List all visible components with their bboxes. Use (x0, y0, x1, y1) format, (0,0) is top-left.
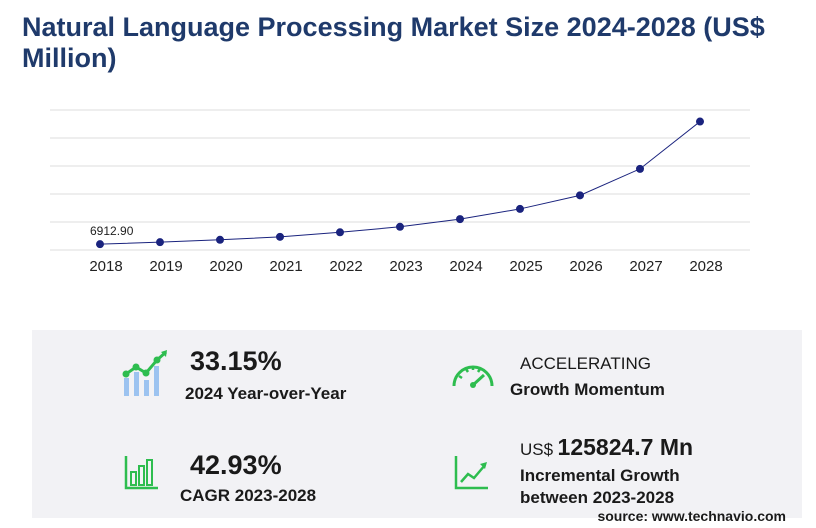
data-labels: 6912.90 (90, 224, 134, 238)
x-tick-label: 2028 (689, 258, 722, 275)
source-label: source: www.technavio.com (597, 508, 786, 524)
x-tick-label: 2026 (569, 258, 602, 275)
increment-value: 125824.7 Mn (557, 434, 694, 460)
stats-panel: 33.15% 2024 Year-over-Year ACCELERATING … (32, 330, 802, 518)
bar-chart-icon (124, 456, 158, 490)
data-point (156, 238, 164, 247)
yoy-value: 33.15% (190, 346, 282, 376)
cagr-label: CAGR 2023-2028 (180, 486, 317, 505)
x-axis-ticks: 2018 2019 2020 2021 2022 2023 2024 2025 2026 2027… (89, 258, 722, 275)
data-point (456, 215, 464, 224)
bar-trend-icon (122, 350, 167, 396)
x-tick-label: 2025 (509, 258, 542, 275)
data-point (336, 228, 344, 237)
data-point (516, 204, 524, 213)
series-points (96, 117, 704, 249)
data-point (696, 117, 704, 126)
data-point (96, 240, 104, 249)
x-tick-label: 2024 (449, 258, 482, 275)
x-tick-label: 2027 (629, 258, 662, 275)
x-tick-label: 2023 (389, 258, 422, 275)
data-point (636, 164, 644, 173)
x-tick-label: 2018 (89, 258, 122, 275)
increment-value-row: US$ 125824.7 Mn (520, 434, 693, 461)
gridlines (50, 109, 750, 251)
increment-prefix: US$ (520, 440, 554, 459)
x-tick-label: 2022 (329, 258, 362, 275)
x-tick-label: 2019 (149, 258, 182, 275)
data-point (576, 191, 584, 200)
line-trend-icon (454, 456, 488, 490)
chart-title: Natural Language Processing Market Size … (22, 12, 765, 73)
x-tick-label: 2020 (209, 258, 242, 275)
increment-label-1: Incremental Growth (520, 466, 680, 485)
data-point (396, 222, 404, 231)
line-chart: 2018 2019 2020 2021 2022 2023 2024 2025 2026 2027… (50, 109, 750, 275)
momentum-line2: Growth Momentum (510, 380, 665, 399)
data-label: 6912.90 (90, 224, 134, 238)
x-tick-label: 2021 (269, 258, 302, 275)
yoy-label: 2024 Year-over-Year (185, 384, 347, 403)
data-point (216, 235, 224, 244)
increment-label-2: between 2023-2028 (520, 488, 675, 507)
data-point (276, 232, 284, 241)
cagr-value: 42.93% (190, 450, 282, 480)
momentum-line1: ACCELERATING (520, 354, 651, 373)
speedometer-icon (452, 365, 494, 388)
